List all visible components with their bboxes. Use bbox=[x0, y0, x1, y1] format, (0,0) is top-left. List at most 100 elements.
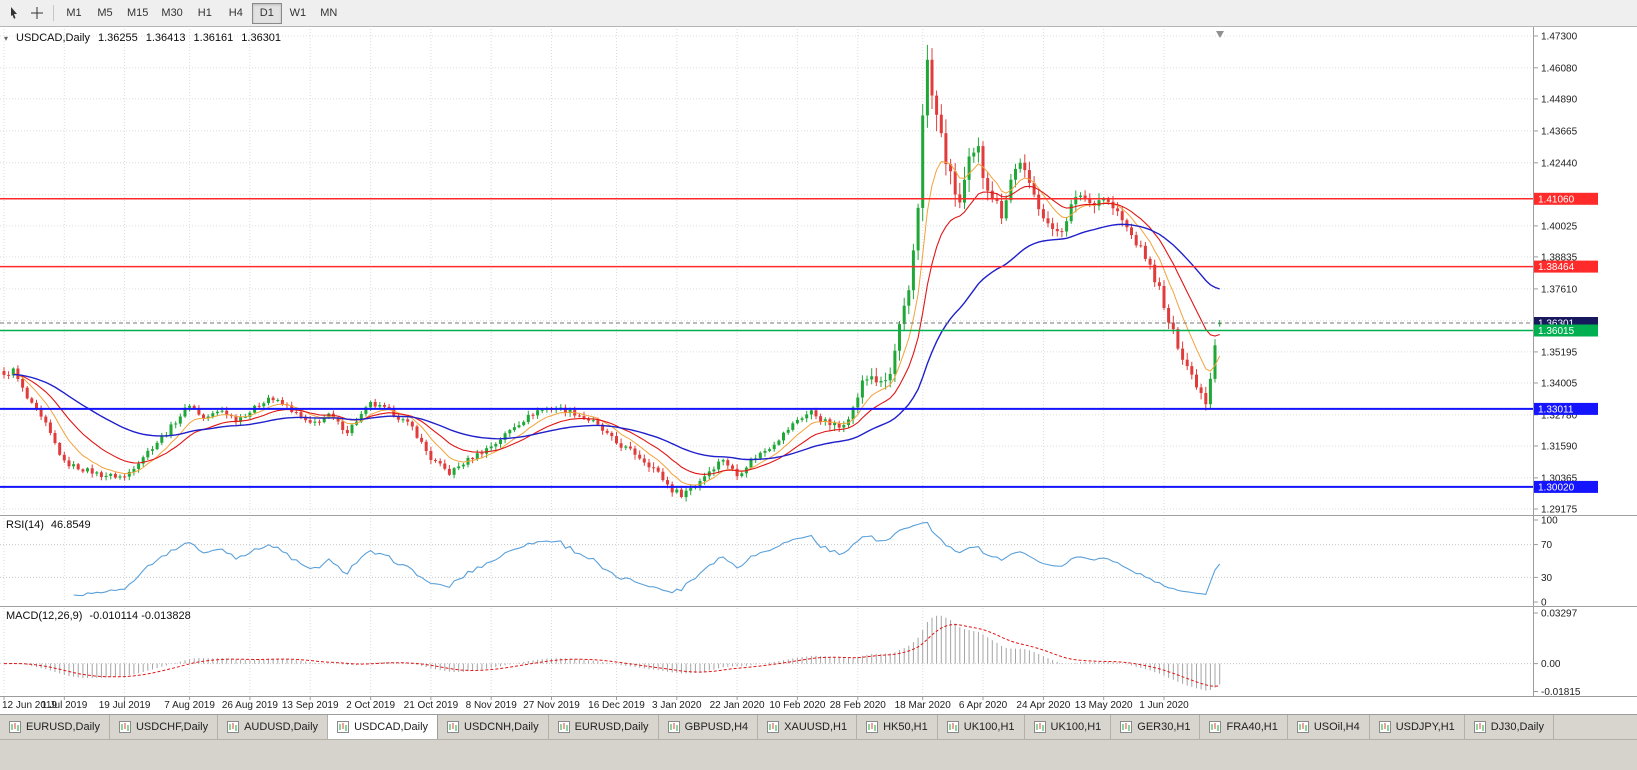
svg-text:2 Oct 2019: 2 Oct 2019 bbox=[346, 700, 395, 711]
svg-text:18 Mar 2020: 18 Mar 2020 bbox=[895, 700, 952, 711]
chart-tab-ger30-h1[interactable]: GER30,H1 bbox=[1111, 715, 1201, 739]
chart-tab-fra40-h1[interactable]: FRA40,H1 bbox=[1200, 715, 1288, 739]
svg-text:3 Jan 2020: 3 Jan 2020 bbox=[652, 700, 702, 711]
svg-text:1.42440: 1.42440 bbox=[1541, 158, 1578, 169]
chart-tab-audusd-daily[interactable]: AUDUSD,Daily bbox=[218, 715, 329, 739]
svg-text:1.43665: 1.43665 bbox=[1541, 126, 1578, 137]
chart-tab-icon bbox=[1378, 721, 1391, 733]
chart-tab-uk100-h1[interactable]: UK100,H1 bbox=[1024, 715, 1112, 739]
chart-tab-label: USDCNH,Daily bbox=[464, 721, 539, 733]
timeframe-m5-button[interactable]: M5 bbox=[97, 7, 113, 19]
chart-collapse-icon[interactable]: ▾ bbox=[4, 33, 9, 43]
cursor-tool-button[interactable] bbox=[3, 3, 25, 23]
ma-slow-line bbox=[13, 223, 1220, 461]
chart-tab-label: GER30,H1 bbox=[1137, 721, 1191, 733]
chart-tab-gbpusd-h4[interactable]: GBPUSD,H4 bbox=[658, 715, 759, 739]
chart-tab-label: USDCAD,Daily bbox=[354, 721, 429, 733]
chart-tab-usdchf-daily[interactable]: USDCHF,Daily bbox=[109, 715, 219, 739]
chart-tab-label: XAUUSD,H1 bbox=[784, 721, 848, 733]
chart-tab-icon bbox=[227, 721, 240, 733]
chart-canvas[interactable]: 1.47300 1.46080 1.44890 1.43665 1.42440 1.400… bbox=[0, 27, 1637, 714]
chart-tab-usdcad-daily[interactable]: USDCAD,Daily bbox=[328, 715, 439, 739]
rsi-line bbox=[73, 521, 1221, 597]
svg-text:10 Feb 2020: 10 Feb 2020 bbox=[769, 700, 826, 711]
svg-text:1.29175: 1.29175 bbox=[1541, 505, 1578, 516]
svg-text:1.46080: 1.46080 bbox=[1541, 63, 1578, 74]
svg-text:1 Jul 2019: 1 Jul 2019 bbox=[41, 700, 88, 711]
timeframe-w1-button[interactable]: W1 bbox=[289, 7, 307, 19]
timeframe-h4-button[interactable]: H4 bbox=[228, 7, 243, 19]
chart-tab-icon bbox=[447, 721, 460, 733]
toolbar-separator bbox=[53, 5, 54, 21]
chart-tab-label: EURUSD,Daily bbox=[574, 721, 649, 733]
svg-text:1.32780: 1.32780 bbox=[1541, 410, 1578, 421]
timeframe-m15-button[interactable]: M15 bbox=[127, 7, 149, 19]
svg-text:30: 30 bbox=[1541, 573, 1553, 584]
svg-text:1.30020: 1.30020 bbox=[1538, 482, 1575, 493]
chart-tab-icon bbox=[337, 721, 350, 733]
timeframe-h1-button[interactable]: H1 bbox=[197, 7, 212, 19]
svg-text:28 Feb 2020: 28 Feb 2020 bbox=[830, 700, 887, 711]
timeframe-buttons: M1 M5 M15 M30 H1 H4 D1 W1 MN bbox=[59, 2, 344, 24]
svg-text:24 Apr 2020: 24 Apr 2020 bbox=[1016, 700, 1070, 711]
chart-tab-label: USDCHF,Daily bbox=[135, 721, 209, 733]
svg-text:26 Aug 2019: 26 Aug 2019 bbox=[222, 700, 279, 711]
price-axis[interactable]: 1.47300 1.46080 1.44890 1.43665 1.42440 1.400… bbox=[1533, 27, 1637, 714]
horizontal-level-lines[interactable] bbox=[0, 198, 1533, 488]
chart-tab-icon bbox=[1209, 721, 1222, 733]
svg-text:12 Jun 2019: 12 Jun 2019 bbox=[2, 700, 57, 711]
svg-text:6 Apr 2020: 6 Apr 2020 bbox=[959, 700, 1008, 711]
svg-text:1.31590: 1.31590 bbox=[1541, 442, 1578, 453]
timeframe-d1-button[interactable]: D1 bbox=[251, 2, 282, 24]
svg-text:1 Jun 2020: 1 Jun 2020 bbox=[1139, 700, 1189, 711]
chart-tab-label: DJ30,Daily bbox=[1490, 721, 1544, 733]
chart-tab-label: HK50,H1 bbox=[883, 721, 928, 733]
chart-tab-usoil-h4[interactable]: USOil,H4 bbox=[1287, 715, 1370, 739]
shift-marker-icon[interactable] bbox=[1216, 31, 1224, 38]
svg-text:1.38835: 1.38835 bbox=[1541, 252, 1578, 263]
svg-text:13 Sep 2019: 13 Sep 2019 bbox=[282, 700, 339, 711]
chart-tab-label: AUDUSD,Daily bbox=[244, 721, 319, 733]
chart-window: 1.47300 1.46080 1.44890 1.43665 1.42440 1.400… bbox=[0, 27, 1637, 714]
chart-tab-icon bbox=[866, 721, 879, 733]
chart-tab-label: UK100,H1 bbox=[1050, 721, 1102, 733]
svg-text:13 May 2020: 13 May 2020 bbox=[1075, 700, 1133, 711]
chart-tab-uk100-h1[interactable]: UK100,H1 bbox=[937, 715, 1025, 739]
chart-tab-xauusd-h1[interactable]: XAUUSD,H1 bbox=[758, 715, 858, 739]
chart-tab-hk50-h1[interactable]: HK50,H1 bbox=[857, 715, 938, 739]
chart-tab-usdcnh-daily[interactable]: USDCNH,Daily bbox=[438, 715, 549, 739]
macd-signal-line bbox=[4, 623, 1220, 687]
ma-fast-line bbox=[13, 161, 1221, 486]
timeframe-m1-button[interactable]: M1 bbox=[66, 7, 82, 19]
chart-tab-label: FRA40,H1 bbox=[1226, 721, 1278, 733]
svg-text:1.37610: 1.37610 bbox=[1541, 284, 1578, 295]
crosshair-tool-button[interactable] bbox=[26, 3, 48, 23]
status-bar bbox=[0, 739, 1637, 770]
timeframe-mn-button[interactable]: MN bbox=[320, 7, 338, 19]
svg-text:1.36301: 1.36301 bbox=[1538, 319, 1575, 330]
price-badges: 1.36301 1.41060 1.38464 1.36015 1.33011 1.300… bbox=[1534, 192, 1598, 493]
chart-tab-usdjpy-h1[interactable]: USDJPY,H1 bbox=[1369, 715, 1465, 739]
svg-text:19 Jul 2019: 19 Jul 2019 bbox=[99, 700, 151, 711]
chart-tab-eurusd-daily[interactable]: EURUSD,Daily bbox=[0, 715, 110, 739]
svg-text:1.38464: 1.38464 bbox=[1538, 262, 1575, 273]
chart-tab-icon bbox=[946, 721, 959, 733]
svg-text:22 Jan 2020: 22 Jan 2020 bbox=[710, 700, 765, 711]
crosshair-icon bbox=[31, 7, 43, 19]
svg-text:0.00: 0.00 bbox=[1541, 659, 1561, 670]
chart-tabs-bar: EURUSD,Daily USDCHF,Daily AUDUSD,Daily USDC… bbox=[0, 714, 1637, 739]
svg-text:1.33011: 1.33011 bbox=[1538, 404, 1574, 415]
timeframe-m30-button[interactable]: M30 bbox=[161, 7, 183, 19]
ma-mid-line bbox=[13, 185, 1220, 475]
svg-text:1.30365: 1.30365 bbox=[1541, 473, 1578, 484]
chart-tab-dj30-daily[interactable]: DJ30,Daily bbox=[1464, 715, 1554, 739]
chart-tab-icon bbox=[118, 721, 131, 733]
cursor-icon bbox=[11, 7, 17, 19]
chart-tab-icon bbox=[1033, 721, 1046, 733]
svg-text:1.41060: 1.41060 bbox=[1538, 194, 1575, 205]
chart-tab-eurusd-daily[interactable]: EURUSD,Daily bbox=[548, 715, 659, 739]
chart-tab-label: USOil,H4 bbox=[1313, 721, 1360, 733]
svg-text:0: 0 bbox=[1541, 598, 1547, 609]
top-toolbar: M1 M5 M15 M30 H1 H4 D1 W1 MN bbox=[0, 0, 1637, 27]
